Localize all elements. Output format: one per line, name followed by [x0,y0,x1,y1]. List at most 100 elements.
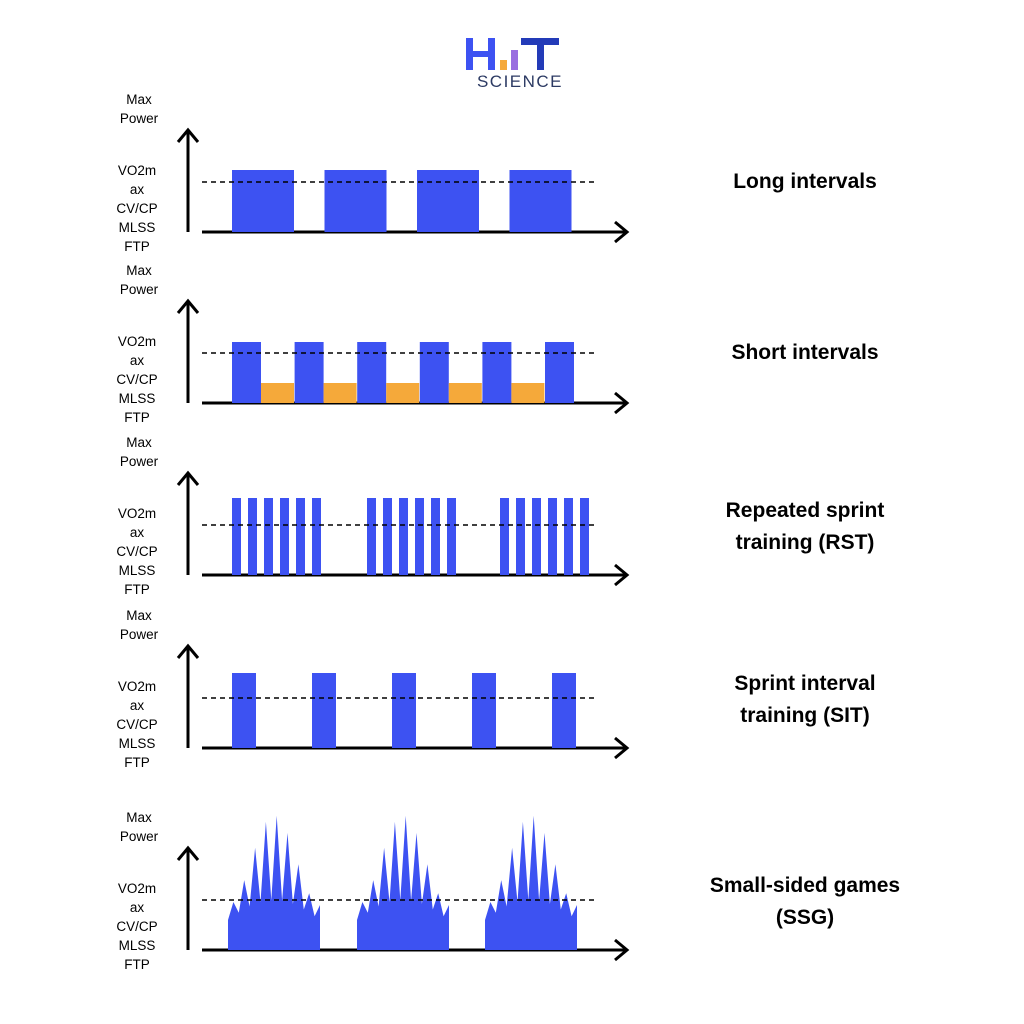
y-axis-arrowhead [176,298,200,314]
y-label-line: Max [126,608,152,623]
panel-long-intervals: Max Power VO2m ax CV/CP MLSS FTP Long intervals [0,90,1024,260]
y-label-line: CV/CP [116,372,158,387]
y-label-line: VO2m [117,881,157,896]
y-axis-arrowhead [176,470,200,486]
recovery-interval [448,383,482,403]
panel-title-line: Long intervals [733,170,877,193]
work-interval [232,342,261,403]
y-axis-arrowhead [176,127,200,143]
panel-short-intervals: Max Power VO2m ax CV/CP MLSS FTP Short interval… [0,261,1024,431]
y-label-line: ax [129,353,145,368]
game-power-profile [485,815,577,950]
panel-graph [176,470,630,587]
sprint [447,498,456,575]
work-interval [357,342,387,403]
sprint [312,498,321,575]
logo-subtitle: SCIENCE [476,72,564,91]
x-axis-arrowhead [614,938,630,962]
logo-h-crossbar [466,51,495,57]
game-power-profile [228,815,320,950]
panel-title: Short intervals [660,337,950,369]
sprint [500,498,509,575]
y-label-line: FTP [124,957,150,972]
sprint [383,498,392,575]
sprint [564,498,573,575]
sprint [415,498,424,575]
sprint [392,673,416,748]
y-label-line: ax [129,900,145,915]
y-label-line: Max [126,92,152,107]
sprint [264,498,273,575]
sprint [472,673,496,748]
y-label-line: Max [126,810,152,825]
panel-title: Small-sided games (SSG) [660,870,950,934]
y-label-line: VO2m [117,334,157,349]
y-label-thresholds: VO2m ax CV/CP MLSS FTP [102,161,172,256]
y-label-line: Power [119,454,159,469]
y-axis-arrowhead [176,845,200,861]
sprint [312,673,336,748]
sprint [548,498,557,575]
recovery-interval [386,383,420,403]
y-label-line: MLSS [118,563,156,578]
panel-graph [176,643,630,760]
sprint [248,498,257,575]
sprint [399,498,408,575]
panel-title-line: training (RST) [735,531,875,554]
work-interval [232,170,294,232]
y-label-line: FTP [124,755,150,770]
sprint [232,673,256,748]
panel-title-line: Short intervals [731,341,879,364]
y-label-line: Power [119,627,159,642]
y-label-line: CV/CP [116,717,158,732]
work-interval [482,342,512,403]
recovery-interval [261,383,294,403]
work-interval [324,170,387,232]
work-interval [419,342,449,403]
y-label-line: CV/CP [116,919,158,934]
work-interval [417,170,479,232]
panel-title-line: training (SIT) [740,704,870,727]
panel-title-line: Repeated sprint [725,499,885,522]
panel-title: Repeated sprint training (RST) [660,495,950,559]
sprint [580,498,589,575]
y-label-line: Power [119,829,159,844]
sprint [431,498,440,575]
panel-title: Sprint interval training (SIT) [660,668,950,732]
y-label-max-power: Max Power [104,808,174,846]
panel-title-line: Small-sided games [709,874,901,897]
work-interval [294,342,324,403]
logo-t-stem [537,38,544,70]
y-label-line: FTP [124,239,150,254]
hiit-science-logo: SCIENCE [440,30,590,92]
recovery-interval [511,383,545,403]
x-axis-arrowhead [614,391,630,415]
sprint [532,498,541,575]
y-label-line: VO2m [117,163,157,178]
y-label-line: CV/CP [116,201,158,216]
sprint [552,673,576,748]
y-label-line: VO2m [117,679,157,694]
y-label-line: MLSS [118,391,156,406]
sprint [280,498,289,575]
y-label-line: FTP [124,582,150,597]
y-label-line: Max [126,435,152,450]
y-label-max-power: Max Power [104,606,174,644]
work-interval [509,170,572,232]
logo-bar-purple [511,50,518,70]
panel-sprint-intervals: Max Power VO2m ax CV/CP MLSS FTP Sprint interva… [0,606,1024,776]
work-interval [545,342,574,403]
sprint [516,498,525,575]
y-label-line: FTP [124,410,150,425]
y-axis-arrowhead [176,643,200,659]
y-label-thresholds: VO2m ax CV/CP MLSS FTP [102,879,172,974]
panel-title-line: (SSG) [775,906,835,929]
y-label-line: MLSS [118,736,156,751]
y-label-thresholds: VO2m ax CV/CP MLSS FTP [102,677,172,772]
y-label-line: Max [126,263,152,278]
x-axis-arrowhead [614,563,630,587]
panel-title: Long intervals [660,166,950,198]
x-axis-arrowhead [614,220,630,244]
sprint [367,498,376,575]
y-label-line: ax [129,525,145,540]
